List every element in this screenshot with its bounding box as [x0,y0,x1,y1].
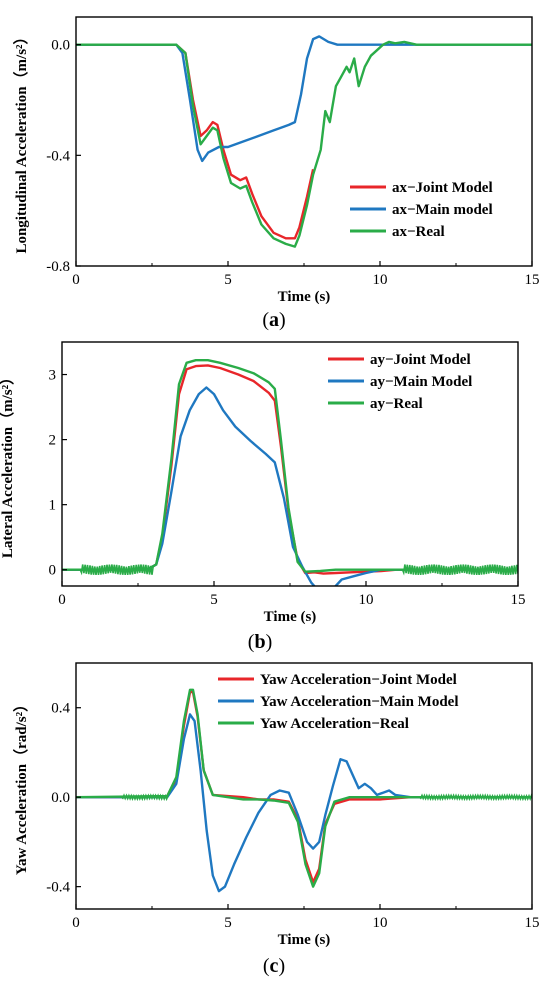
chart-panel-c: 0 5 10 15 0.4 0.0 -0.4 Time (s) Yaw Acceleration… [12,662,540,977]
x-axis-label: Time (s) [278,289,331,305]
series-line-3 [62,359,518,573]
series-line-3 [76,40,532,248]
panel-label-open: ( [248,631,255,653]
series-group [76,688,532,893]
panel-label-close: ) [278,955,285,977]
legend-label-3: Yaw Acceleration−Real [260,716,409,732]
x-tick-label: 15 [525,915,540,931]
x-axis-label: Time (s) [264,609,317,625]
panel-label: (c) [263,955,285,977]
series-line-2 [76,713,532,893]
y-axis-label: Lateral Acceleration（m/s²） [0,370,16,558]
x-tick-label: 5 [224,915,232,931]
x-tick-label: 10 [373,272,388,288]
x-tick-label: 15 [511,592,526,608]
panel-label-letter: b [254,631,265,653]
y-tick-label: 1 [49,498,57,514]
y-tick-label: 0.0 [51,790,70,806]
panel-label: (a) [262,309,285,331]
plot-frame [75,16,533,267]
y-axis-label: Yaw Acceleration（rad/s²） [12,697,30,875]
panel-label: (b) [248,631,272,653]
y-tick-label: -0.4 [46,148,70,164]
legend-label-3: ax−Real [392,224,445,240]
y-tick-label: -0.4 [46,880,70,896]
series-line-3 [76,688,532,888]
series-line-1 [62,364,518,575]
panel-label-letter: a [269,309,279,331]
y-tick-label: -0.8 [46,259,70,275]
legend-label-3: ay−Real [370,396,423,412]
series-line-2 [62,386,518,586]
series-group [62,359,518,586]
panel-label-close: ) [266,631,273,653]
legend-label-1: ax−Joint Model [392,180,493,196]
panel-label-close: ) [279,309,286,331]
y-tick-label: 0 [49,563,57,579]
legend-label-1: Yaw Acceleration−Joint Model [260,672,457,688]
x-tick-label: 0 [72,272,80,288]
x-tick-label: 15 [525,272,540,288]
y-tick-label: 0.4 [51,701,70,717]
x-tick-label: 10 [373,915,388,931]
series-line-1 [76,43,315,240]
legend-label-2: ax−Main model [392,202,493,218]
x-tick-label: 5 [210,592,218,608]
chart-panel-a: 0 5 10 15 0.0 -0.4 -0.8 Time (s) Longitudinal Ac… [12,16,540,331]
series-noise-ay-real [79,564,518,576]
x-axis-label: Time (s) [278,932,331,948]
x-tick-label: 0 [72,915,80,931]
legend-label-2: Yaw Acceleration−Main Model [260,694,459,710]
legend-label-2: ay−Main Model [370,374,472,390]
panel-label-letter: c [270,955,279,977]
series-group [76,35,532,248]
series-line-2 [76,35,532,163]
y-tick-label: 0.0 [51,38,70,54]
y-axis-label: Longitudinal Acceleration（m/s²） [12,29,30,253]
series-noise-yaw-real [121,793,532,802]
panel-label-open: ( [262,309,269,331]
x-tick-label: 10 [359,592,374,608]
chart-panel-b: 0 5 10 15 0 1 2 3 Time (s) Lateral Acceleration（m… [0,341,526,653]
x-tick-label: 0 [58,592,66,608]
x-tick-label: 5 [224,272,232,288]
y-tick-label: 2 [49,433,57,449]
y-tick-label: 3 [49,368,57,384]
panel-label-open: ( [263,955,270,977]
legend-label-1: ay−Joint Model [370,352,471,368]
